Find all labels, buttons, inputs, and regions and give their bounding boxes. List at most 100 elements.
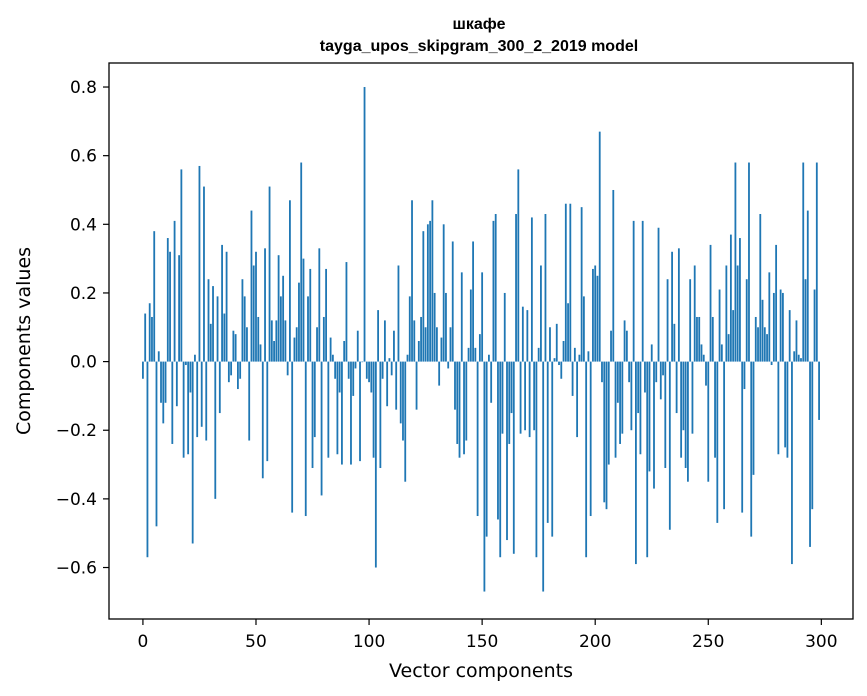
bar [151, 316, 153, 362]
bar [603, 361, 606, 503]
bar [711, 316, 714, 362]
bar [625, 330, 628, 362]
bar [402, 361, 404, 441]
bar [614, 361, 617, 458]
bar [490, 361, 493, 403]
bar [463, 361, 465, 455]
bar [596, 275, 599, 362]
bar [512, 361, 515, 554]
bar [519, 361, 522, 434]
bar [573, 347, 576, 362]
bar [582, 296, 585, 362]
bar [750, 361, 753, 537]
bar [259, 344, 262, 362]
bar [279, 296, 282, 362]
bar [743, 361, 746, 390]
bar [395, 361, 398, 410]
bar [637, 361, 640, 414]
bar [700, 344, 703, 362]
bar [472, 241, 474, 362]
bar [508, 361, 511, 444]
bar [230, 361, 233, 376]
bar [791, 361, 793, 565]
bar [318, 248, 321, 362]
y-tick-label: −0.6 [56, 559, 97, 579]
bar [338, 361, 341, 393]
bar [569, 203, 572, 362]
bar [646, 361, 649, 558]
bar [707, 361, 710, 482]
bar [698, 316, 701, 362]
bar [793, 351, 796, 362]
bar [282, 275, 285, 362]
bar [757, 327, 759, 362]
bar [157, 351, 160, 362]
bar [533, 361, 536, 431]
bar [499, 361, 502, 558]
bar [257, 316, 260, 362]
bar [142, 361, 144, 379]
bar [549, 327, 551, 362]
bar [225, 251, 228, 362]
bar [562, 341, 565, 362]
bar [465, 361, 468, 441]
bar [598, 131, 601, 362]
bar [212, 286, 214, 362]
bar [289, 200, 291, 362]
bar [155, 361, 158, 527]
bar [587, 351, 590, 362]
bar [741, 361, 744, 513]
bar [517, 169, 520, 362]
y-axis-ticks: −0.6 −0.4 −0.2 0.0 0.2 0.4 0.6 0.8 [56, 78, 109, 579]
chart-title: шкафе [453, 16, 506, 33]
bar [727, 334, 730, 362]
bar [476, 361, 479, 517]
bar [273, 341, 275, 362]
x-tick-label: 200 [579, 632, 611, 652]
bar [302, 258, 305, 362]
bar [673, 323, 676, 362]
bar [802, 162, 805, 362]
bar [664, 361, 667, 468]
bar [551, 361, 554, 537]
bar [492, 220, 495, 362]
bar [171, 361, 174, 444]
bar [205, 361, 208, 441]
bar [445, 292, 447, 362]
bar [218, 361, 221, 414]
bar [754, 316, 757, 362]
bar [250, 210, 253, 362]
bar [227, 361, 230, 383]
bar [659, 361, 662, 400]
bar [164, 361, 167, 403]
bar [232, 330, 235, 362]
bar [187, 361, 190, 455]
bar [668, 361, 671, 530]
bar [772, 292, 775, 362]
bar [766, 334, 768, 362]
bar [497, 361, 499, 520]
bar [648, 361, 651, 472]
bar [248, 361, 251, 441]
x-tick-label: 250 [692, 632, 724, 652]
bar [592, 268, 594, 362]
bar [309, 268, 312, 362]
bar [386, 361, 389, 407]
bar [506, 361, 508, 541]
bar [644, 361, 646, 393]
bar [761, 299, 764, 362]
bar [537, 347, 540, 362]
bar [255, 251, 257, 362]
x-tick-label: 100 [353, 632, 385, 652]
bar [277, 255, 280, 362]
bar [316, 327, 318, 362]
bar [748, 162, 750, 362]
bar [216, 296, 219, 362]
bar [341, 361, 343, 465]
bar [345, 262, 348, 362]
x-tick-label: 50 [245, 632, 267, 652]
bar [264, 248, 266, 362]
bar [560, 361, 563, 379]
bar [148, 303, 151, 362]
bar [284, 320, 287, 362]
